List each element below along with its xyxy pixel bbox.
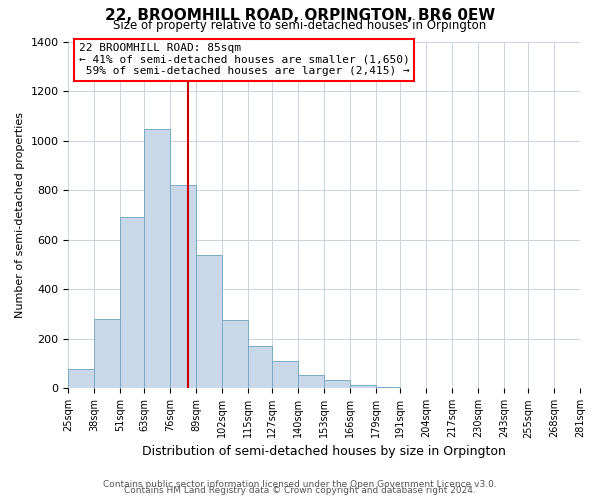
Bar [248, 346, 272, 389]
Text: 22 BROOMHILL ROAD: 85sqm
← 41% of semi-detached houses are smaller (1,650)
 59% : 22 BROOMHILL ROAD: 85sqm ← 41% of semi-d… [79, 43, 409, 76]
Bar [298, 374, 324, 388]
Text: Size of property relative to semi-detached houses in Orpington: Size of property relative to semi-detach… [113, 18, 487, 32]
Text: 22, BROOMHILL ROAD, ORPINGTON, BR6 0EW: 22, BROOMHILL ROAD, ORPINGTON, BR6 0EW [105, 8, 495, 22]
Y-axis label: Number of semi-detached properties: Number of semi-detached properties [15, 112, 25, 318]
Bar [272, 361, 298, 388]
Text: Contains public sector information licensed under the Open Government Licence v3: Contains public sector information licen… [103, 480, 497, 489]
X-axis label: Distribution of semi-detached houses by size in Orpington: Distribution of semi-detached houses by … [142, 444, 506, 458]
Text: Contains HM Land Registry data © Crown copyright and database right 2024.: Contains HM Land Registry data © Crown c… [124, 486, 476, 495]
Bar [196, 254, 222, 388]
Bar [145, 130, 170, 388]
Bar [222, 320, 248, 388]
Bar [94, 319, 121, 388]
Bar [170, 185, 196, 388]
Bar [350, 384, 376, 388]
Bar [121, 218, 145, 388]
Bar [324, 380, 350, 388]
Bar [68, 368, 94, 388]
Bar [376, 387, 400, 388]
